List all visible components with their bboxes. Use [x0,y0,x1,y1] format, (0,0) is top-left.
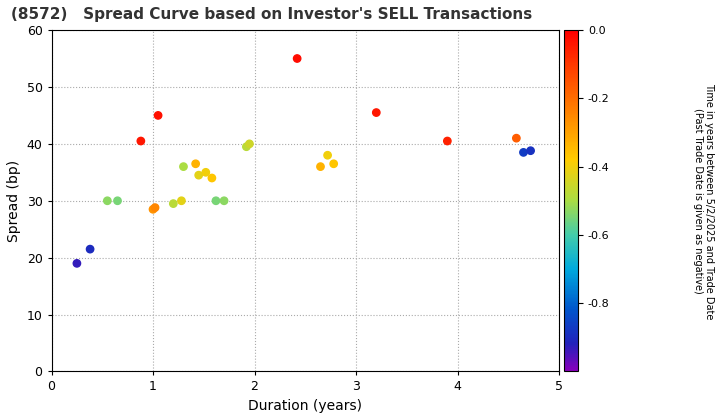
Point [441,138,453,144]
Point [112,197,123,204]
Y-axis label: Time in years between 5/2/2025 and Trade Date
(Past Trade Date is given as negat: Time in years between 5/2/2025 and Trade… [693,83,714,319]
Point [148,206,159,213]
Point [243,141,255,147]
Point [292,55,303,62]
Point [322,152,333,159]
Point [200,169,212,176]
X-axis label: Duration (years): Duration (years) [248,399,362,413]
Point [176,197,187,204]
Point [71,260,83,267]
Point [84,246,96,252]
Point [153,112,164,119]
Point [510,135,522,142]
Y-axis label: Spread (bp): Spread (bp) [7,160,21,242]
Point [315,163,326,170]
Point [371,109,382,116]
Point [149,204,161,211]
Point [328,160,339,167]
Point [518,149,529,156]
Point [178,163,189,170]
Point [525,147,536,154]
Point [240,143,252,150]
Point [206,175,217,181]
Point [190,160,202,167]
Point [135,138,147,144]
Point [102,197,113,204]
Text: (8572)   Spread Curve based on Investor's SELL Transactions: (8572) Spread Curve based on Investor's … [11,7,532,22]
Point [193,172,204,178]
Point [210,197,222,204]
Point [168,200,179,207]
Point [218,197,230,204]
